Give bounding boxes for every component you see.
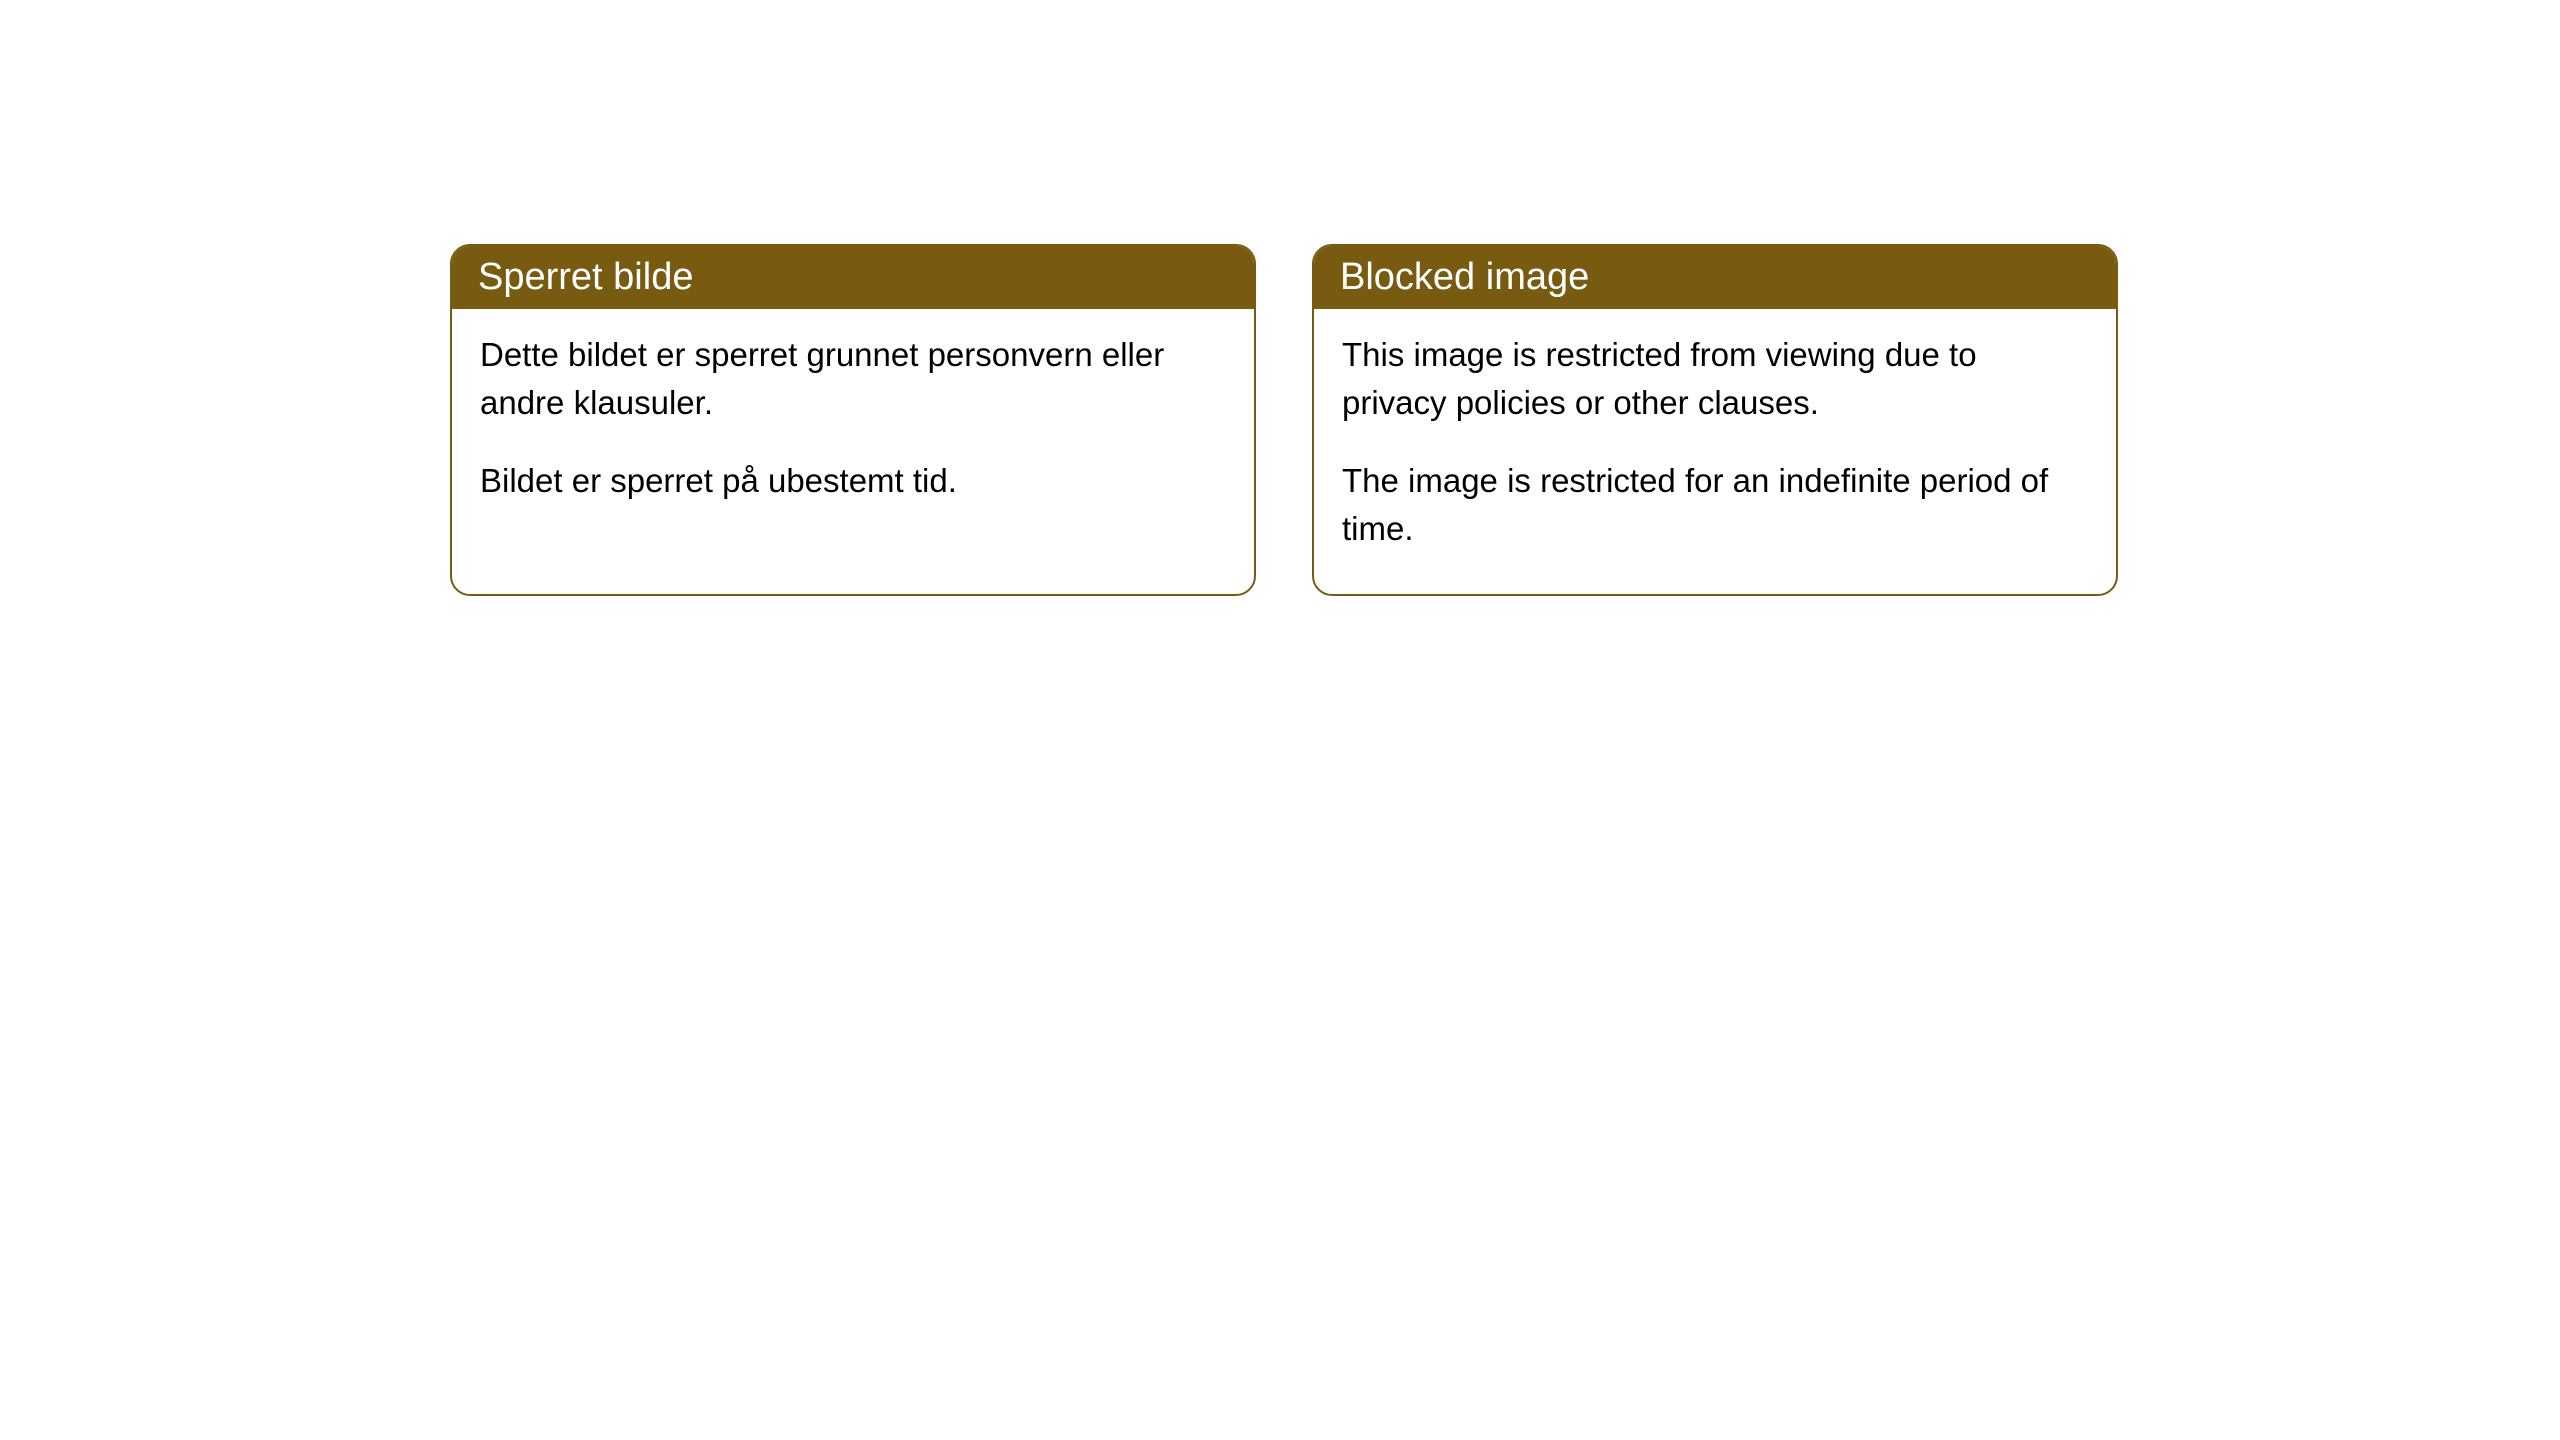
card-body-norwegian: Dette bildet er sperret grunnet personve…	[452, 309, 1254, 547]
card-title: Sperret bilde	[478, 256, 693, 298]
blocked-image-card-norwegian: Sperret bilde Dette bildet er sperret gr…	[450, 244, 1256, 596]
card-paragraph: This image is restricted from viewing du…	[1342, 331, 2088, 427]
card-paragraph: Dette bildet er sperret grunnet personve…	[480, 331, 1226, 427]
card-body-english: This image is restricted from viewing du…	[1314, 309, 2116, 594]
card-paragraph: The image is restricted for an indefinit…	[1342, 457, 2088, 553]
notice-container: Sperret bilde Dette bildet er sperret gr…	[0, 0, 2560, 596]
card-paragraph: Bildet er sperret på ubestemt tid.	[480, 457, 1226, 505]
card-header-english: Blocked image	[1314, 246, 2116, 309]
card-header-norwegian: Sperret bilde	[452, 246, 1254, 309]
blocked-image-card-english: Blocked image This image is restricted f…	[1312, 244, 2118, 596]
card-title: Blocked image	[1340, 256, 1589, 298]
